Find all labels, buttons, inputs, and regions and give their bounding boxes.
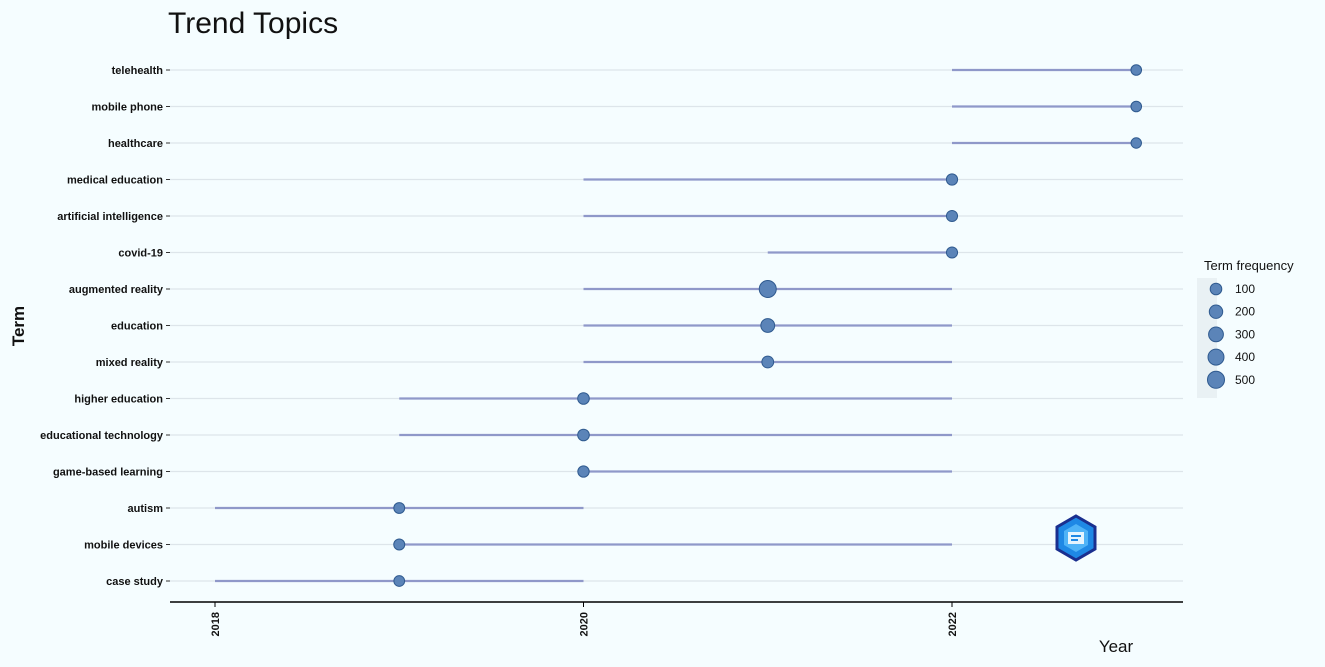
term-label: education [111, 321, 163, 333]
legend-size-key [1209, 282, 1223, 296]
term-label: higher education [74, 394, 163, 406]
legend-size-label: 300 [1235, 327, 1255, 341]
legend-title: Term frequency [1204, 258, 1294, 273]
term-label: autism [128, 503, 164, 515]
term-frequency-point [945, 246, 959, 259]
term-frequency-point [761, 355, 775, 369]
term-frequency-point [758, 280, 777, 298]
legend-size-key [1207, 348, 1225, 366]
term-label: game-based learning [53, 467, 163, 479]
legend-size-label: 100 [1235, 282, 1255, 296]
term-label: covid-19 [118, 248, 163, 260]
term-frequency-point [577, 428, 590, 442]
legend-size-key [1208, 326, 1224, 343]
term-frequency-point [393, 575, 406, 587]
bibliometrix-logo-icon [1055, 514, 1097, 562]
y-label-layer: telehealth mobile phone healthcare medical … [40, 65, 170, 588]
term-label: augmented reality [69, 284, 164, 296]
legend-size-label: 400 [1235, 350, 1255, 364]
term-label: case study [106, 576, 164, 588]
legend-size-key [1208, 304, 1224, 319]
legend: Term frequency 100 200 300 400 500 [1197, 258, 1294, 398]
term-label: mobile devices [84, 540, 163, 552]
x-tick-label: 2022 [947, 612, 959, 636]
term-frequency-point [1130, 100, 1143, 113]
term-frequency-point [577, 465, 590, 478]
legend-size-label: 500 [1235, 373, 1255, 387]
y-axis-title: Term [9, 306, 28, 346]
term-label: mixed reality [96, 357, 164, 369]
term-label: artificial intelligence [57, 211, 163, 223]
term-frequency-point [1130, 137, 1142, 149]
legend-items: 100 200 300 400 500 [1207, 282, 1255, 389]
term-label: mobile phone [92, 102, 164, 114]
term-label: telehealth [112, 65, 164, 77]
term-label: medical education [67, 175, 163, 187]
legend-size-label: 200 [1235, 305, 1255, 319]
legend-size-key [1207, 370, 1225, 389]
x-tick-label: 2018 [210, 612, 222, 636]
x-axis-layer: 2018 2020 2022 [170, 601, 1183, 636]
term-label: educational technology [40, 430, 164, 442]
segment-layer [215, 68, 1137, 583]
term-frequency-point [945, 209, 959, 223]
x-axis-title: Year [1099, 637, 1134, 656]
x-tick-label: 2020 [579, 612, 591, 636]
term-label: healthcare [108, 138, 163, 150]
term-frequency-point [1130, 64, 1143, 76]
term-frequency-point [577, 392, 590, 405]
chart-title: Trend Topics [168, 7, 338, 40]
term-frequency-point [393, 502, 406, 514]
term-frequency-point [393, 538, 406, 551]
point-layer [393, 64, 1143, 587]
term-frequency-point [945, 173, 959, 186]
term-frequency-point [760, 318, 776, 333]
